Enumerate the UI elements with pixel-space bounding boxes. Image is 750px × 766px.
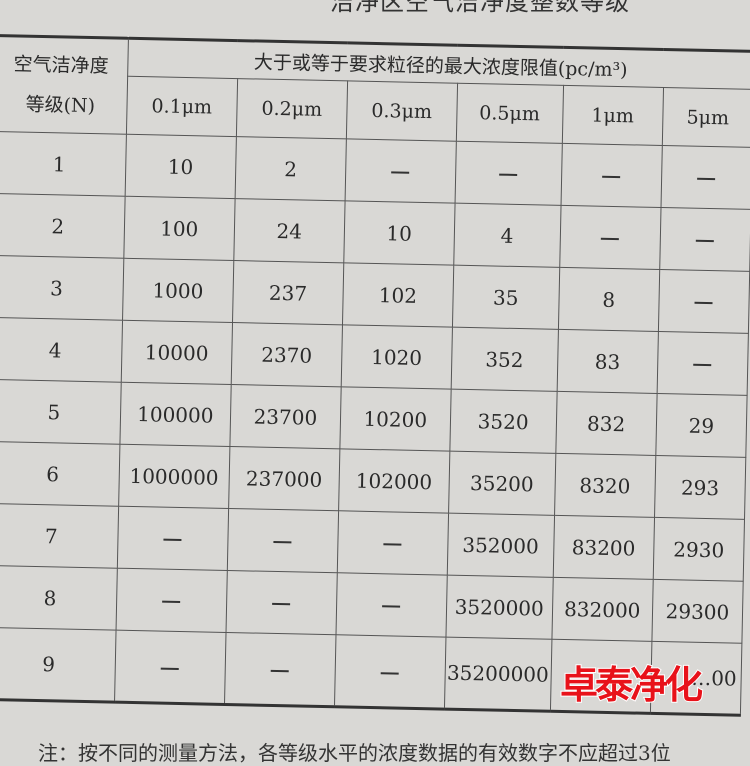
concentration-cell: 1000000 (118, 444, 230, 509)
watermark-logo: 卓泰净化 (559, 663, 704, 707)
dash-mark (697, 177, 716, 181)
class-number: 8 (0, 565, 117, 631)
concentration-cell: 35200 (448, 451, 556, 516)
dash-mark (499, 173, 518, 176)
concentration-cell: 832000 (551, 577, 654, 642)
concentration-cell: 102000 (338, 448, 450, 514)
concentration-cell (344, 138, 457, 204)
concentration-cell (454, 141, 562, 206)
size-header: 0.5μm (456, 83, 564, 144)
concentration-cell (659, 207, 750, 272)
dash-mark (383, 543, 402, 546)
class-number: 3 (0, 255, 124, 321)
size-header: 0.2μm (236, 78, 348, 139)
dash-mark (271, 669, 290, 672)
concentration-cell: 1000 (122, 258, 234, 323)
dash-mark (601, 237, 620, 241)
concentration-cell: 352 (450, 327, 559, 392)
concentration-cell (337, 510, 449, 576)
class-number: 6 (0, 441, 120, 507)
concentration-cell: 23700 (229, 384, 341, 449)
dash-mark (694, 301, 713, 305)
concentration-cell: 8 (558, 267, 660, 332)
class-number: 1 (0, 131, 127, 197)
concentration-cell: 83200 (552, 515, 655, 580)
concentration-cell (335, 572, 447, 638)
size-header: 5μm (662, 87, 750, 148)
class-number: 9 (0, 627, 116, 703)
concentration-cell: 29300 (651, 579, 744, 644)
concentration-cell: 102 (342, 262, 454, 328)
concentration-cell (114, 630, 226, 705)
class-number: 4 (0, 317, 123, 383)
cleanliness-class-table: 空气洁净度 等级(N) 大于或等于要求粒径的最大浓度限值(pc/m³) 0.1μ… (0, 34, 750, 717)
concentration-cell: 35 (452, 265, 560, 330)
table-title: 洁净区空气洁净度整数等级 (330, 0, 630, 16)
dash-mark (382, 605, 401, 608)
class-number: 2 (0, 193, 125, 259)
concentration-cell: 83 (556, 329, 659, 394)
concentration-cell (560, 143, 663, 208)
size-header: 1μm (561, 85, 664, 146)
class-header-line1: 空气洁净度 (13, 53, 109, 78)
concentration-cell: 293 (654, 455, 746, 520)
concentration-cell: 3520 (449, 389, 557, 454)
concentration-cell: 35200000 (444, 637, 552, 712)
concentration-cell: 2930 (653, 517, 745, 582)
class-header-line2: 等级(N) (25, 93, 96, 118)
concentration-cell: 100000 (119, 382, 232, 447)
dash-mark (273, 540, 292, 544)
class-number: 5 (0, 379, 121, 445)
concentration-cell: 2370 (231, 322, 343, 387)
concentration-cell: 100 (123, 196, 236, 261)
concentration-cell: 4 (453, 203, 561, 268)
concentration-cell: 29 (655, 393, 748, 458)
concentration-cell: 3520000 (445, 575, 553, 640)
dash-mark (161, 667, 180, 670)
concentration-cell (116, 506, 229, 571)
concentration-cell: 10000 (120, 320, 233, 385)
concentration-cell: 1020 (340, 324, 453, 390)
class-number: 7 (0, 503, 119, 569)
concentration-cell: 10200 (339, 386, 451, 452)
concentration-cell: 832 (555, 391, 657, 456)
dash-mark (696, 239, 715, 243)
concentration-cell (227, 508, 339, 573)
concentration-cell (660, 145, 750, 210)
concentration-cell: 10 (124, 134, 237, 199)
class-column-header: 空气洁净度 等级(N) (0, 35, 129, 135)
dash-mark (693, 363, 712, 367)
concentration-cell: 237 (232, 260, 344, 325)
dash-mark (602, 175, 621, 179)
concentration-cell: 2 (235, 136, 347, 201)
concentration-cell (559, 205, 661, 270)
dash-mark (162, 600, 181, 604)
size-header: 0.1μm (126, 76, 238, 137)
concentration-cell (658, 269, 750, 334)
concentration-cell: 352000 (446, 513, 555, 578)
size-header: 0.3μm (346, 80, 458, 142)
dash-mark (272, 602, 291, 606)
concentration-cell: 10 (343, 200, 455, 266)
dash-mark (380, 671, 399, 675)
table-note: 注：按不同的测量方法，各等级水平的浓度数据的有效数字不应超过3位 (38, 741, 671, 765)
concentration-cell (656, 331, 749, 396)
concentration-cell (115, 568, 228, 633)
dash-mark (391, 171, 410, 174)
concentration-cell: 237000 (228, 446, 340, 511)
concentration-cell (334, 634, 446, 710)
dash-mark (163, 538, 182, 542)
concentration-cell (224, 632, 336, 707)
concentration-cell: 8320 (554, 453, 656, 518)
concentration-cell: 24 (233, 198, 345, 263)
concentration-cell (225, 570, 338, 635)
